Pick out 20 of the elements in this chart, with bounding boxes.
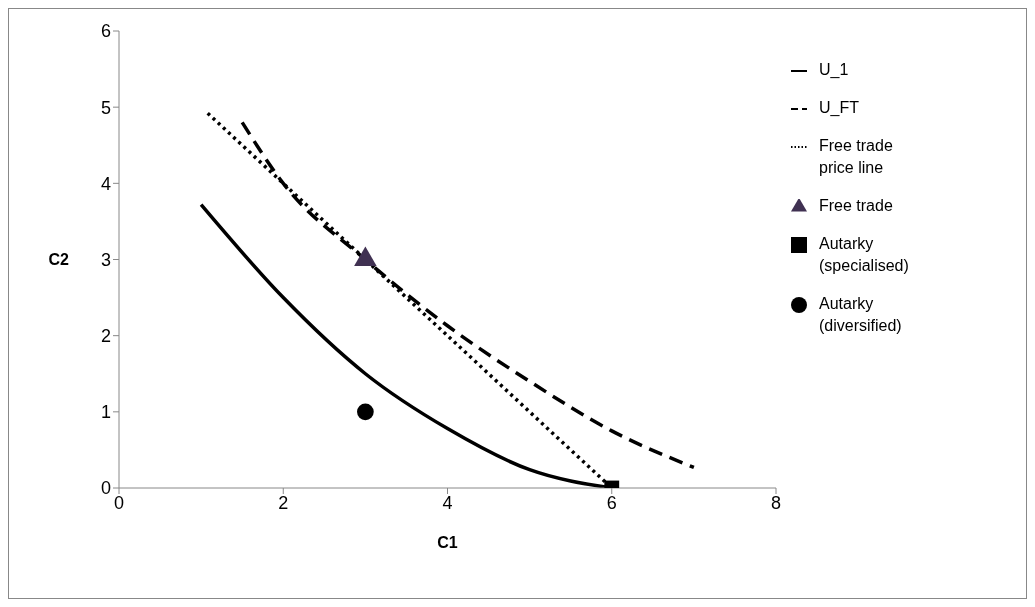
y-tick-label: 5 bbox=[100, 97, 111, 118]
y-tick-label: 3 bbox=[100, 249, 111, 270]
legend-label: Free trade price line bbox=[819, 136, 894, 178]
y-tick-label: 6 bbox=[100, 21, 111, 42]
y-axis-title: C2 bbox=[48, 251, 70, 269]
x-tick-label: 6 bbox=[606, 492, 617, 513]
x-axis-title: C1 bbox=[437, 534, 458, 551]
y-tick-label: 1 bbox=[100, 402, 111, 423]
x-tick-label: 4 bbox=[442, 492, 453, 513]
y-tick-label: 0 bbox=[100, 478, 111, 499]
x-tick-label: 8 bbox=[770, 492, 782, 513]
y-tick-label: 4 bbox=[100, 173, 111, 194]
x-tick-label: 2 bbox=[278, 492, 289, 513]
y-tick-label: 2 bbox=[100, 326, 111, 347]
legend-label: Free trade bbox=[819, 196, 894, 216]
legend-label: Autarky (diversified) bbox=[819, 294, 903, 336]
legend-label: U_1 bbox=[819, 60, 850, 80]
legend-label: U_FT bbox=[819, 98, 860, 118]
x-tick-label: 0 bbox=[113, 492, 125, 513]
legend-label: Autarky (specialised) bbox=[819, 234, 910, 276]
